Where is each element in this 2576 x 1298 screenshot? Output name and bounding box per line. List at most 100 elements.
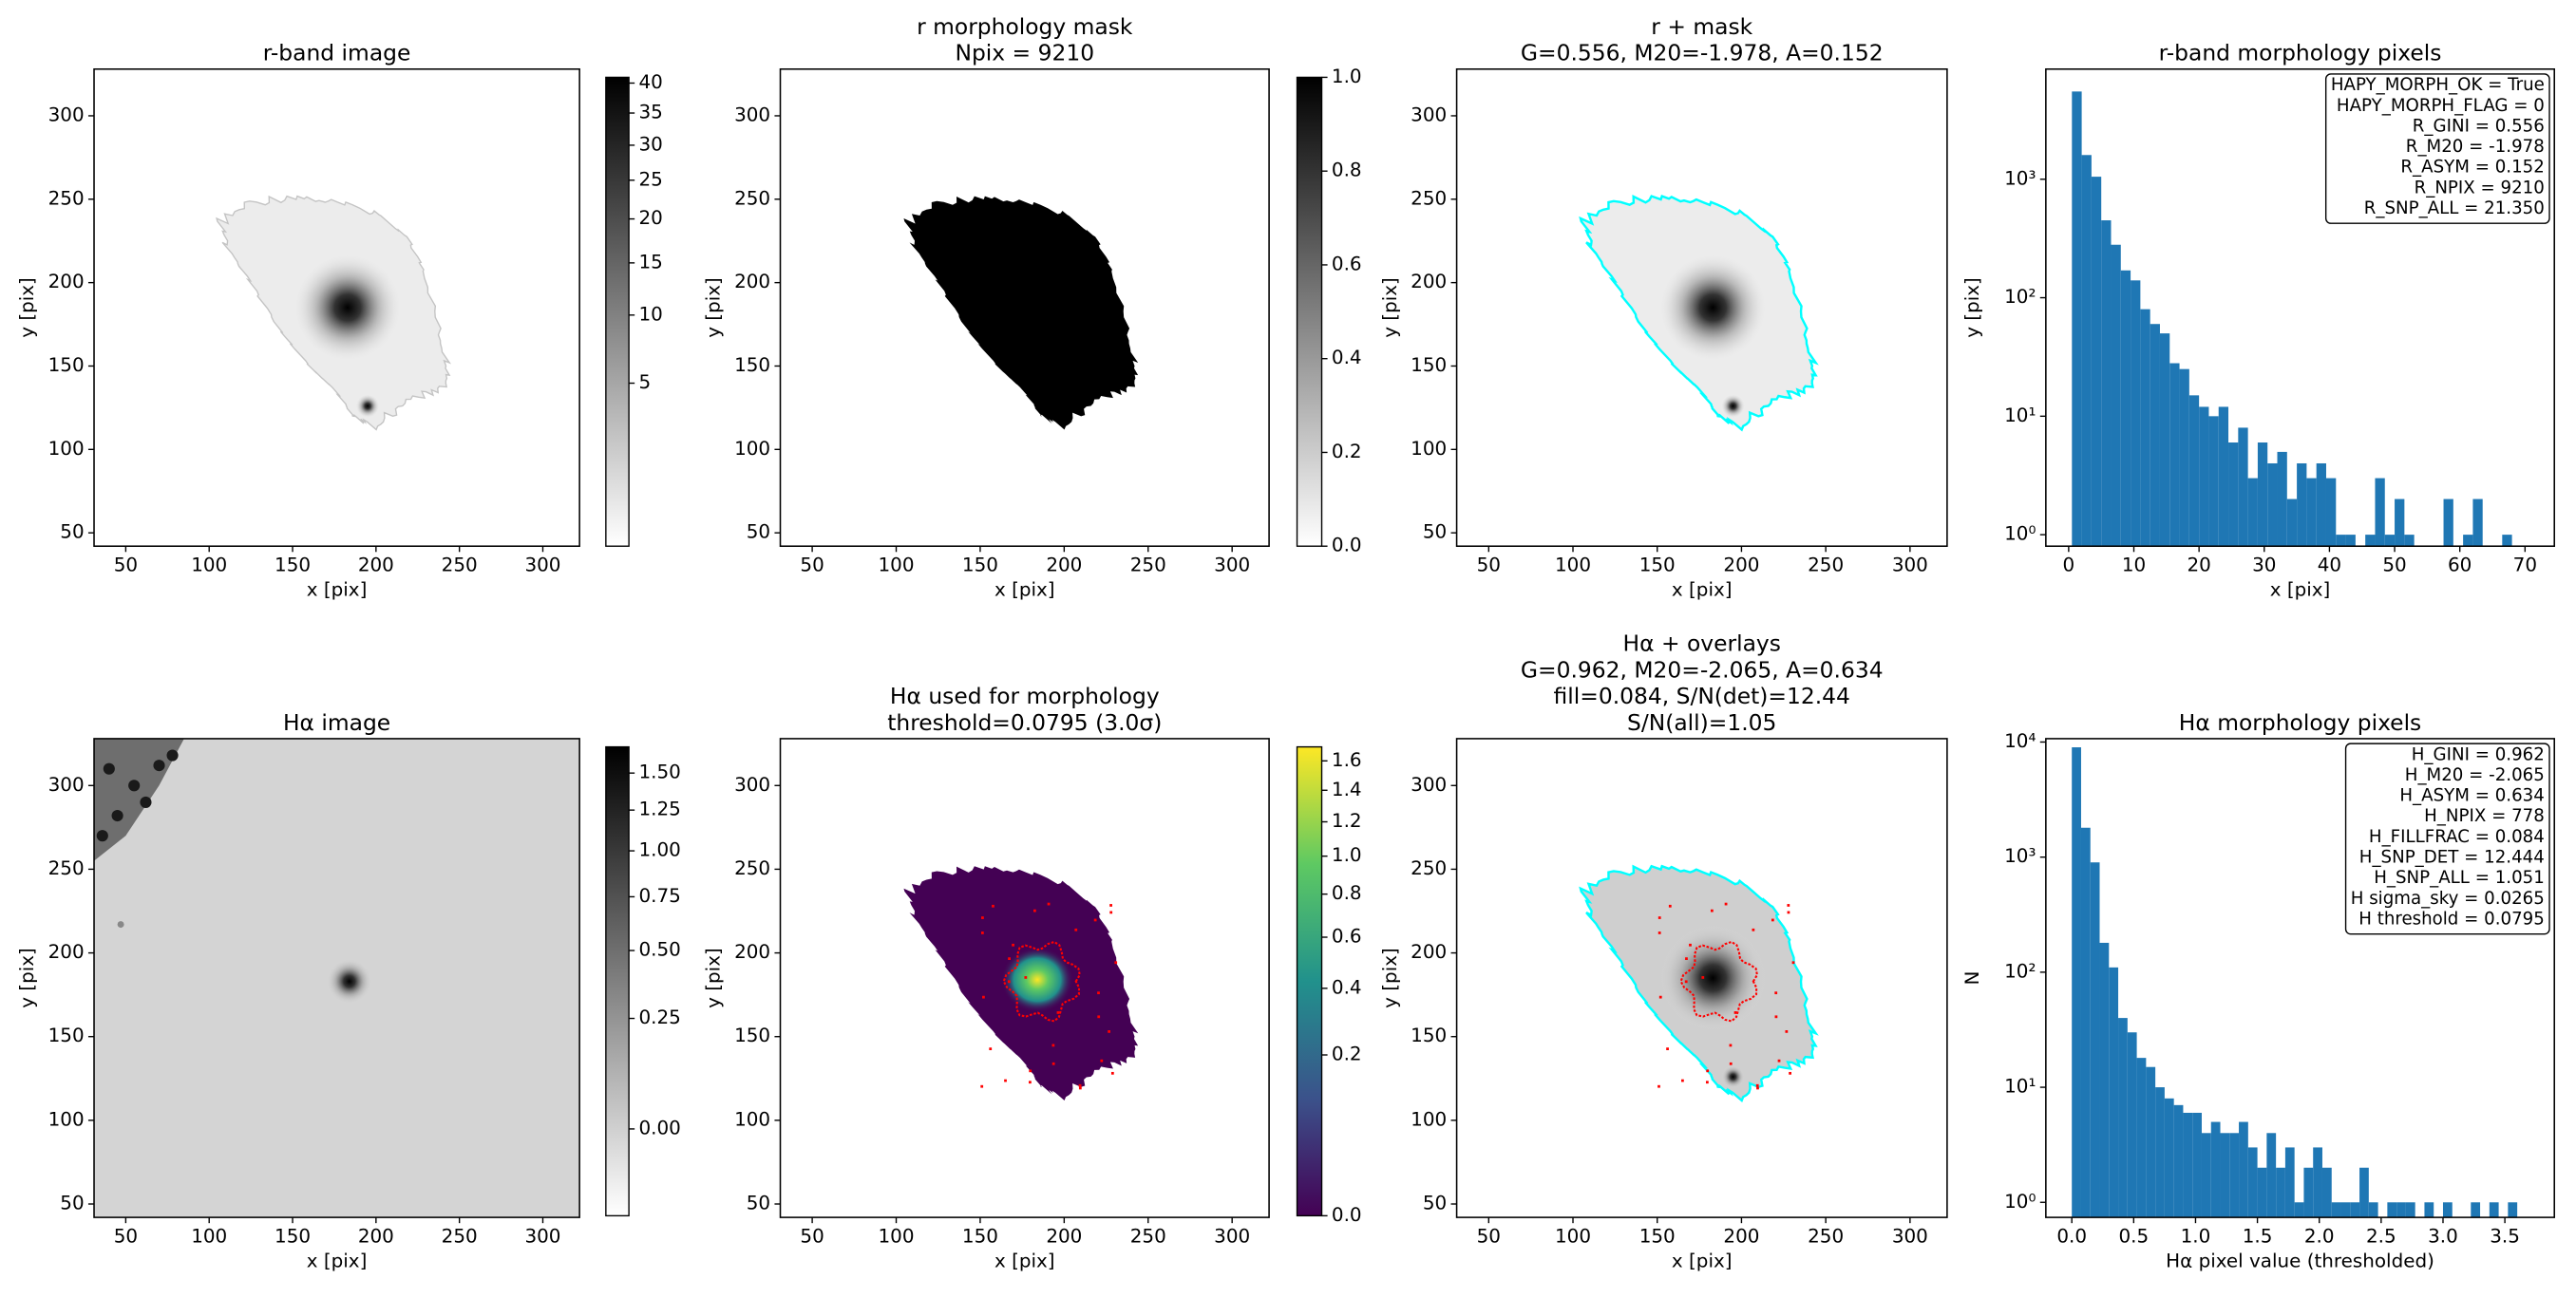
y-tick-label: 100 bbox=[48, 1108, 85, 1130]
bar bbox=[2257, 1167, 2267, 1218]
bar bbox=[2247, 1147, 2258, 1218]
bar bbox=[2159, 333, 2170, 547]
colorbar-tick-label: 1.0 bbox=[1332, 844, 1362, 866]
x-axis-label: Hα pixel value (thresholded) bbox=[2166, 1250, 2434, 1271]
y-tick-label: 10¹ bbox=[2004, 404, 2036, 426]
colorbar-tick-label: 0.4 bbox=[1332, 976, 1362, 998]
bar bbox=[2276, 1167, 2285, 1218]
mask bbox=[903, 196, 1139, 430]
bar bbox=[2359, 1167, 2369, 1218]
y-tick-label: 100 bbox=[48, 438, 85, 460]
y-tick-label: 50 bbox=[1423, 1193, 1447, 1214]
colorbar bbox=[605, 745, 630, 1217]
x-axis-label: x [pix] bbox=[307, 578, 368, 600]
colorbar-tick-label: 0.6 bbox=[1332, 253, 1362, 274]
bar bbox=[2228, 442, 2239, 547]
contour-speck bbox=[1774, 991, 1778, 995]
bar bbox=[2188, 395, 2200, 547]
x-axis-label: x [pix] bbox=[994, 578, 1055, 600]
bar bbox=[2164, 1098, 2174, 1218]
x-tick-label: 100 bbox=[191, 555, 227, 576]
image bbox=[1579, 864, 1819, 1102]
image-feature bbox=[326, 958, 373, 1005]
y-tick-label: 50 bbox=[1423, 521, 1447, 543]
x-axis-label: x [pix] bbox=[1672, 1250, 1733, 1271]
panel-title: r-band image bbox=[263, 40, 411, 66]
colorbar-tick-label: 1.00 bbox=[639, 839, 681, 861]
x-tick-label: 300 bbox=[524, 1225, 560, 1247]
x-tick-label: 50 bbox=[2382, 555, 2406, 576]
image-feature bbox=[111, 809, 123, 822]
contour-speck bbox=[1024, 976, 1028, 979]
colorbar-tick-label: 1.50 bbox=[639, 762, 681, 783]
colorbar-tick-label: 0.6 bbox=[1332, 926, 1362, 948]
bar bbox=[2101, 220, 2112, 547]
contour-speck bbox=[1109, 911, 1113, 914]
annotation-line: H_ASYM = 0.634 bbox=[2399, 786, 2544, 806]
bar bbox=[2090, 862, 2100, 1218]
colorbar-tick-label: 1.0 bbox=[1332, 66, 1362, 87]
bar bbox=[2208, 416, 2219, 547]
bar bbox=[2239, 1121, 2248, 1218]
contour-speck bbox=[1051, 1062, 1055, 1065]
bar bbox=[2297, 462, 2307, 547]
colorbar-tick-label: 1.6 bbox=[1332, 749, 1362, 771]
contour-speck bbox=[1771, 918, 1774, 922]
bar bbox=[2120, 270, 2131, 547]
panel-title: r-band morphology pixels bbox=[2159, 40, 2442, 66]
x-tick-label: 2.5 bbox=[2366, 1225, 2396, 1247]
x-axis-label: x [pix] bbox=[1672, 578, 1733, 600]
axes-frame bbox=[779, 67, 1270, 547]
colorbar-tick-label: 0.2 bbox=[1332, 441, 1362, 462]
colorbar bbox=[1296, 745, 1323, 1217]
contour-speck bbox=[1733, 1011, 1737, 1014]
x-tick-label: 40 bbox=[2318, 555, 2341, 576]
image-feature bbox=[1721, 394, 1745, 418]
contour-speck bbox=[1114, 961, 1118, 965]
x-tick-label: 50 bbox=[1477, 1225, 1501, 1247]
colorbar-tick-label: 0.0 bbox=[1332, 1204, 1362, 1226]
x-tick-label: 300 bbox=[1214, 555, 1250, 576]
contour-speck bbox=[1729, 1044, 1733, 1047]
bar bbox=[2109, 967, 2119, 1218]
contour-speck bbox=[1685, 957, 1688, 961]
bar bbox=[2471, 1202, 2481, 1218]
contour-speck bbox=[1710, 909, 1714, 912]
y-tick-label: 250 bbox=[1411, 187, 1447, 209]
contour-speck bbox=[1056, 1011, 1060, 1014]
bar bbox=[2321, 1167, 2332, 1218]
contour-speck bbox=[1097, 1015, 1101, 1019]
x-tick-label: 10 bbox=[2122, 555, 2146, 576]
x-tick-label: 250 bbox=[1130, 555, 1166, 576]
contour-speck bbox=[1047, 902, 1051, 906]
y-tick-label: 150 bbox=[48, 1025, 85, 1046]
y-tick-label: 200 bbox=[1411, 271, 1447, 292]
x-tick-label: 300 bbox=[1214, 1225, 1250, 1247]
annotation-line: R_NPIX = 9210 bbox=[2415, 178, 2545, 198]
bar bbox=[2155, 1087, 2165, 1218]
x-tick-label: 200 bbox=[358, 555, 394, 576]
contour-speck bbox=[1729, 1062, 1733, 1065]
x-tick-label: 50 bbox=[114, 1225, 138, 1247]
contour-speck bbox=[1093, 918, 1097, 922]
y-axis-label: y [pix] bbox=[16, 948, 38, 1008]
x-axis-label: x [pix] bbox=[307, 1250, 368, 1271]
image-feature bbox=[355, 394, 380, 418]
x-tick-label: 200 bbox=[1723, 1225, 1759, 1247]
bar bbox=[2306, 478, 2317, 547]
image-feature bbox=[166, 749, 179, 762]
colorbar-tick-label: 0.25 bbox=[639, 1006, 681, 1028]
annotation-line: R_GINI = 0.556 bbox=[2413, 116, 2545, 136]
x-tick-label: 300 bbox=[524, 555, 560, 576]
image-feature bbox=[140, 796, 152, 808]
bar bbox=[2072, 747, 2081, 1218]
contour-speck bbox=[1791, 961, 1795, 965]
annotation-line: R_M20 = -1.978 bbox=[2406, 137, 2545, 157]
y-axis-label: y [pix] bbox=[16, 277, 38, 338]
x-tick-label: 50 bbox=[1477, 555, 1501, 576]
y-tick-label: 300 bbox=[48, 103, 85, 125]
y-tick-label: 100 bbox=[1411, 438, 1447, 460]
axes-frame bbox=[93, 67, 580, 547]
panel-title: S/N(all)=1.05 bbox=[1627, 709, 1776, 736]
